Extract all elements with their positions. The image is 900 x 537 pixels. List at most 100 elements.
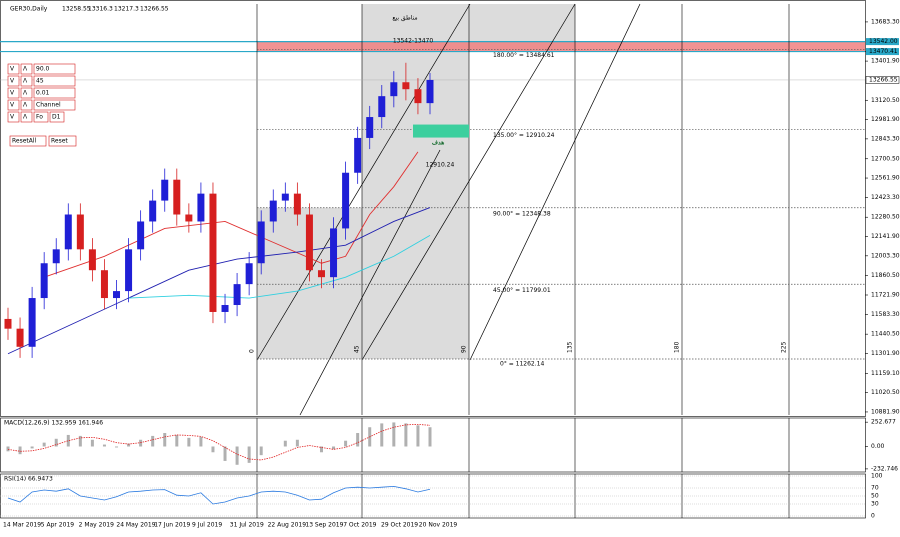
macd-bar <box>90 439 94 447</box>
candle-body <box>354 137 362 173</box>
candle-body <box>390 82 398 97</box>
y-tick-label: 12003.30 <box>871 252 900 259</box>
arrow-button[interactable] <box>7 63 20 75</box>
macd-bar <box>115 446 119 448</box>
macd-bar <box>235 446 239 465</box>
candle-body <box>317 270 325 278</box>
gann-level-label: 180.00° = 13484.61 <box>493 52 555 59</box>
candle-body <box>426 79 434 104</box>
header-price: 13258.55 <box>62 6 91 13</box>
param-field-label: 90.0 <box>36 66 50 73</box>
gann-diagonal <box>469 3 641 361</box>
candle-body <box>88 249 96 271</box>
arrow-button[interactable] <box>20 87 33 99</box>
arrow-button-label: V <box>10 66 15 73</box>
param-field-label: Fo <box>36 114 43 121</box>
macd-bar <box>66 434 70 447</box>
arrow-button[interactable] <box>7 87 20 99</box>
y-tick-label: 13683.30 <box>871 18 900 25</box>
price-marker-label: 13542.00 <box>869 38 898 45</box>
macd-bar <box>54 438 58 447</box>
param-field-label: 0.01 <box>36 90 50 97</box>
param-field-label: Channel <box>36 102 61 109</box>
sell-zone-label: 13542-13470 <box>393 38 434 45</box>
macd-bar <box>295 439 299 447</box>
header-price: 13266.55 <box>140 6 169 13</box>
target-title: هدف <box>432 140 445 147</box>
arrow-button-label: Λ <box>23 66 28 73</box>
candle-body <box>209 193 217 312</box>
gann-angle: 45 <box>354 345 361 353</box>
gann-level-label: 135.00° = 12910.24 <box>493 132 555 139</box>
macd-bar <box>6 446 10 452</box>
param-field[interactable] <box>33 87 76 99</box>
moving-average <box>128 235 431 299</box>
arrow-button[interactable] <box>7 75 20 87</box>
gann-angle: 180 <box>674 341 681 353</box>
rsi-line <box>7 485 431 505</box>
macd-bar <box>78 435 82 447</box>
macd-signal <box>7 423 431 461</box>
moving-average <box>7 207 431 355</box>
arrow-button[interactable] <box>7 111 20 123</box>
arrow-button-label: V <box>10 114 15 121</box>
x-tick-label: 31 Jul 2019 <box>230 522 264 529</box>
arrow-button[interactable] <box>20 63 33 75</box>
reset-button[interactable] <box>9 135 47 147</box>
y-tick-label: 10881.90 <box>871 408 900 415</box>
candle-body <box>378 96 386 118</box>
macd-bar <box>259 446 263 456</box>
gann-angle: 225 <box>781 341 788 353</box>
arrow-button-label: Λ <box>23 90 28 97</box>
y-tick-label: 12981.90 <box>871 116 900 123</box>
reset-button-label: ResetAll <box>12 138 37 145</box>
arrow-button-label: V <box>10 90 15 97</box>
arrow-button[interactable] <box>20 99 33 111</box>
arrow-button-label: Λ <box>23 78 28 85</box>
candle-body <box>173 179 181 215</box>
macd-bar <box>127 443 131 447</box>
param-field[interactable] <box>33 99 76 111</box>
macd-tick-label: 252.677 <box>871 419 896 426</box>
header-price: 13217.3 <box>114 6 139 13</box>
x-tick-label: 9 Jul 2019 <box>192 522 222 529</box>
macd-bar <box>30 446 34 449</box>
arrow-button[interactable] <box>20 75 33 87</box>
candle-body <box>113 291 121 299</box>
y-tick-label: 11159.10 <box>871 370 900 377</box>
candle-body <box>100 270 108 299</box>
x-tick-label: 5 Apr 2019 <box>41 522 74 529</box>
param-field[interactable] <box>33 75 76 87</box>
y-tick-label: 12700.50 <box>871 155 900 162</box>
y-tick-label: 12843.30 <box>871 135 900 142</box>
param-field[interactable] <box>33 111 49 123</box>
moving-average <box>44 151 419 278</box>
arrow-button[interactable] <box>20 111 33 123</box>
rsi-tick-label: 70 <box>871 485 879 492</box>
price-marker <box>866 48 899 56</box>
main-panel <box>0 0 866 417</box>
current-price-box <box>865 76 900 84</box>
y-tick-label: 12141.90 <box>871 233 900 240</box>
x-tick-label: 7 Oct 2019 <box>343 522 376 529</box>
macd-bar <box>175 434 179 447</box>
x-tick-label: 17 Jun 2019 <box>154 522 190 529</box>
macd-bar <box>380 423 384 447</box>
rsi-tick-label: 30 <box>871 501 879 508</box>
macd-bar <box>247 446 251 463</box>
y-tick-label: 12280.50 <box>871 214 900 221</box>
y-tick-label: 11860.50 <box>871 272 900 279</box>
macd-bar <box>211 446 215 453</box>
macd-bar <box>163 433 167 447</box>
current-price-label: 13266.55 <box>869 76 898 83</box>
candle-body <box>64 214 72 250</box>
y-tick-label: 11721.90 <box>871 291 900 298</box>
candle-body <box>257 221 265 264</box>
y-tick-label: 11440.50 <box>871 331 900 338</box>
candle-body <box>245 263 253 285</box>
arrow-button[interactable] <box>7 99 20 111</box>
reset-button[interactable] <box>48 135 77 147</box>
gann-level-label: 90.00° = 12348.38 <box>493 210 551 217</box>
param-field[interactable] <box>33 63 76 75</box>
param-field[interactable] <box>49 111 65 123</box>
